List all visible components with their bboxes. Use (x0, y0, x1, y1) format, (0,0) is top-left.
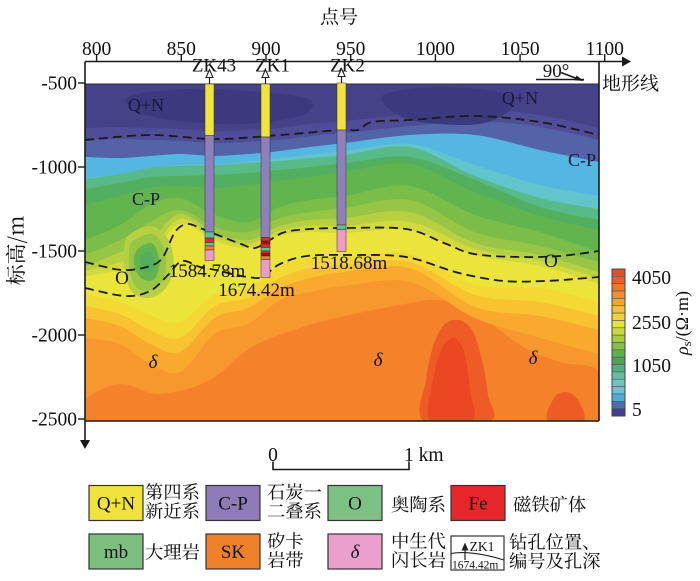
svg-text:-2000: -2000 (32, 326, 78, 347)
svg-text:800: 800 (82, 39, 111, 60)
svg-text:C-P: C-P (132, 189, 160, 209)
svg-text:Q+N: Q+N (128, 95, 164, 115)
svg-text:δ: δ (149, 352, 159, 373)
svg-text:-1000: -1000 (32, 158, 78, 179)
svg-text:1584.78m: 1584.78m (169, 261, 246, 282)
svg-text:1 km: 1 km (404, 445, 444, 466)
svg-text:1674.42m: 1674.42m (218, 280, 295, 301)
svg-text:950: 950 (336, 39, 365, 60)
svg-text:C-P: C-P (568, 150, 596, 170)
svg-text:O: O (544, 251, 558, 272)
svg-text:C-P: C-P (218, 494, 248, 515)
svg-text:Q+N: Q+N (502, 88, 538, 108)
svg-text:δ: δ (351, 542, 361, 563)
svg-text:1000: 1000 (416, 39, 455, 60)
svg-text:2550: 2550 (632, 313, 671, 334)
svg-text:mb: mb (104, 542, 128, 563)
svg-text:900: 900 (251, 39, 280, 60)
svg-text:O: O (348, 494, 362, 515)
svg-text:-500: -500 (41, 74, 77, 95)
svg-text:0: 0 (268, 445, 278, 466)
svg-text:-2500: -2500 (32, 410, 78, 431)
svg-text:4050: 4050 (632, 268, 671, 289)
svg-text:5: 5 (632, 400, 642, 421)
svg-text:1100: 1100 (586, 39, 624, 60)
svg-text:Fe: Fe (469, 494, 488, 515)
svg-text:90°: 90° (543, 61, 570, 82)
svg-text:-1500: -1500 (32, 242, 78, 263)
svg-text:Q+N: Q+N (97, 494, 135, 515)
svg-text:1050: 1050 (632, 356, 671, 377)
svg-text:ZK43: ZK43 (192, 56, 236, 77)
svg-text:SK: SK (221, 542, 246, 563)
svg-text:1674.42m: 1674.42m (452, 560, 498, 572)
svg-text:1050: 1050 (501, 39, 540, 60)
svg-text:δ: δ (374, 350, 384, 371)
svg-text:1518.68m: 1518.68m (311, 253, 388, 274)
svg-text:δ: δ (529, 348, 539, 369)
svg-text:ZK1: ZK1 (470, 539, 495, 554)
svg-text:O: O (115, 268, 129, 289)
svg-text:850: 850 (167, 39, 196, 60)
svg-text:ρs/(Ω·m): ρs/(Ω·m) (672, 291, 694, 356)
